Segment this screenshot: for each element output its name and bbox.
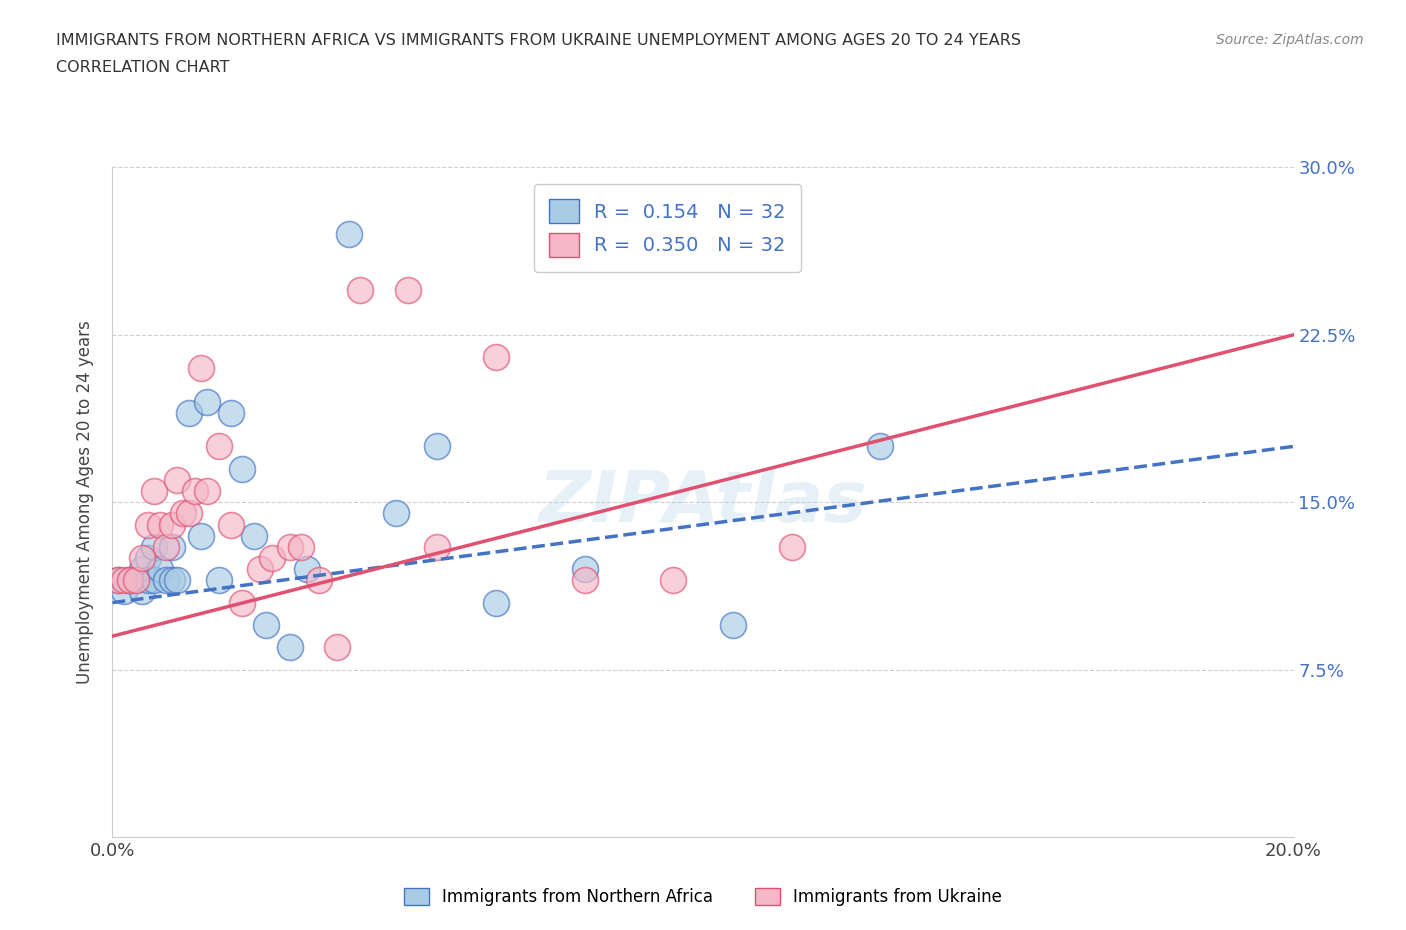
Point — [131, 584, 153, 599]
Point — [780, 539, 803, 554]
Point — [485, 595, 508, 610]
Point — [136, 517, 159, 532]
Point — [290, 539, 312, 554]
Point — [125, 573, 148, 588]
Point — [243, 528, 266, 543]
Legend: Immigrants from Northern Africa, Immigrants from Ukraine: Immigrants from Northern Africa, Immigra… — [398, 881, 1008, 912]
Point — [112, 573, 135, 588]
Point — [166, 573, 188, 588]
Point — [107, 573, 129, 588]
Y-axis label: Unemployment Among Ages 20 to 24 years: Unemployment Among Ages 20 to 24 years — [76, 320, 94, 684]
Point — [195, 394, 218, 409]
Point — [155, 539, 177, 554]
Point — [208, 573, 231, 588]
Point — [149, 517, 172, 532]
Point — [142, 484, 165, 498]
Point — [662, 573, 685, 588]
Point — [260, 551, 283, 565]
Point — [574, 573, 596, 588]
Point — [125, 573, 148, 588]
Point — [166, 472, 188, 487]
Point — [231, 461, 253, 476]
Point — [426, 539, 449, 554]
Point — [136, 551, 159, 565]
Point — [254, 618, 277, 632]
Point — [219, 405, 242, 420]
Point — [426, 439, 449, 454]
Point — [219, 517, 242, 532]
Point — [485, 350, 508, 365]
Point — [149, 562, 172, 577]
Point — [142, 573, 165, 588]
Point — [249, 562, 271, 577]
Point — [179, 405, 201, 420]
Text: Source: ZipAtlas.com: Source: ZipAtlas.com — [1216, 33, 1364, 46]
Point — [385, 506, 408, 521]
Point — [160, 517, 183, 532]
Point — [136, 573, 159, 588]
Text: ZIPAtlas: ZIPAtlas — [538, 468, 868, 537]
Point — [231, 595, 253, 610]
Point — [160, 573, 183, 588]
Point — [195, 484, 218, 498]
Point — [112, 584, 135, 599]
Point — [574, 562, 596, 577]
Point — [160, 539, 183, 554]
Point — [142, 539, 165, 554]
Legend: R =  0.154   N = 32, R =  0.350   N = 32: R = 0.154 N = 32, R = 0.350 N = 32 — [534, 184, 801, 272]
Point — [278, 640, 301, 655]
Point — [326, 640, 349, 655]
Text: IMMIGRANTS FROM NORTHERN AFRICA VS IMMIGRANTS FROM UKRAINE UNEMPLOYMENT AMONG AG: IMMIGRANTS FROM NORTHERN AFRICA VS IMMIG… — [56, 33, 1021, 47]
Point — [120, 573, 142, 588]
Point — [721, 618, 744, 632]
Point — [396, 283, 419, 298]
Point — [155, 573, 177, 588]
Point — [131, 551, 153, 565]
Point — [278, 539, 301, 554]
Point — [337, 227, 360, 242]
Point — [869, 439, 891, 454]
Point — [208, 439, 231, 454]
Point — [172, 506, 194, 521]
Point — [179, 506, 201, 521]
Point — [107, 573, 129, 588]
Point — [131, 562, 153, 577]
Point — [349, 283, 371, 298]
Point — [120, 573, 142, 588]
Point — [308, 573, 330, 588]
Point — [184, 484, 207, 498]
Point — [190, 361, 212, 376]
Text: CORRELATION CHART: CORRELATION CHART — [56, 60, 229, 75]
Point — [190, 528, 212, 543]
Point — [297, 562, 319, 577]
